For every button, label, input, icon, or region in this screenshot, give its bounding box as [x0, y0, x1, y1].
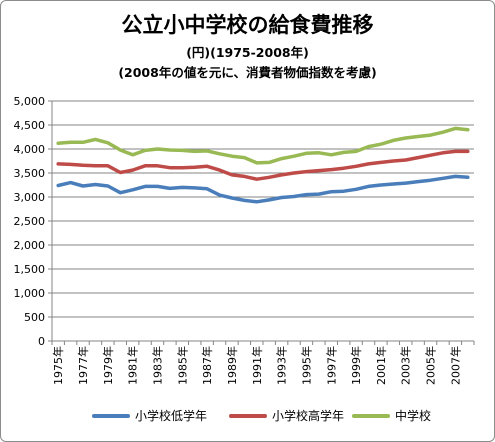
y-axis: 0 500 1,000 1,500 2,000 2,500 3,000 3,500 4,000 4… [14, 95, 53, 348]
legend-label-lower-elementary: 小学校低学年 [135, 409, 208, 423]
legend-swatch-upper-elementary [229, 413, 267, 418]
series-lines [56, 126, 470, 204]
legend-label-upper-elementary: 小学校高学年 [272, 409, 345, 423]
y-tick-label: 5,000 [14, 95, 46, 108]
x-tick-label: 2007年 [448, 346, 462, 385]
x-tick-label: 2003年 [399, 346, 413, 385]
x-tick-label: 2001年 [374, 346, 388, 385]
chart-subtitle-note: (2008年の値を元に、消費者物価指数を考慮) [118, 65, 377, 80]
legend-swatch-junior-high [352, 413, 390, 418]
legend-swatch-lower-elementary [92, 413, 130, 418]
x-axis: 1975年 1977年 1979年 1981年 1983年 1985年 1987年 1989年… [51, 340, 475, 385]
y-tick-label: 3,500 [14, 167, 46, 180]
x-tick-label: 1991年 [250, 346, 264, 385]
y-tick-label: 0 [38, 335, 45, 348]
x-tick-label: 1995年 [299, 346, 313, 385]
chart-subtitle-period: (円)(1975-2008年) [186, 45, 309, 60]
chart-title: 公立小中学校の給食費推移 [121, 13, 374, 37]
legend-item-upper-elementary: 小学校高学年 [229, 407, 344, 424]
y-tick-label: 4,000 [14, 143, 46, 156]
x-tick-label: 1975年 [51, 346, 65, 385]
legend: 小学校低学年 小学校高学年 中学校 [0, 407, 495, 427]
x-tick-label: 1989年 [225, 346, 239, 385]
x-tick-label: 1979年 [101, 346, 115, 385]
y-tick-label: 500 [24, 311, 45, 324]
y-tick-label: 4,500 [14, 119, 46, 132]
series-line-0 [56, 174, 470, 204]
series-line-1 [56, 149, 470, 181]
x-tick-label: 1985年 [175, 346, 189, 385]
y-tick-label: 1,500 [14, 263, 46, 276]
x-tick-label: 2005年 [424, 346, 438, 385]
x-tick-label: 1987年 [200, 346, 214, 385]
legend-item-junior-high: 中学校 [352, 407, 431, 424]
y-tick-label: 2,500 [14, 215, 46, 228]
x-tick-label: 1999年 [349, 346, 363, 385]
series-line-2 [56, 126, 470, 165]
y-tick-label: 2,000 [14, 239, 46, 252]
x-tick-label: 1977年 [76, 346, 90, 385]
x-tick-label: 1983年 [151, 346, 165, 385]
y-tick-label: 3,000 [14, 191, 46, 204]
legend-label-junior-high: 中学校 [395, 409, 432, 423]
x-tick-label: 1981年 [126, 346, 140, 385]
y-tick-label: 1,000 [14, 287, 46, 300]
legend-item-lower-elementary: 小学校低学年 [92, 407, 207, 424]
x-tick-label: 1997年 [324, 346, 338, 385]
x-tick-label: 1993年 [275, 346, 289, 385]
